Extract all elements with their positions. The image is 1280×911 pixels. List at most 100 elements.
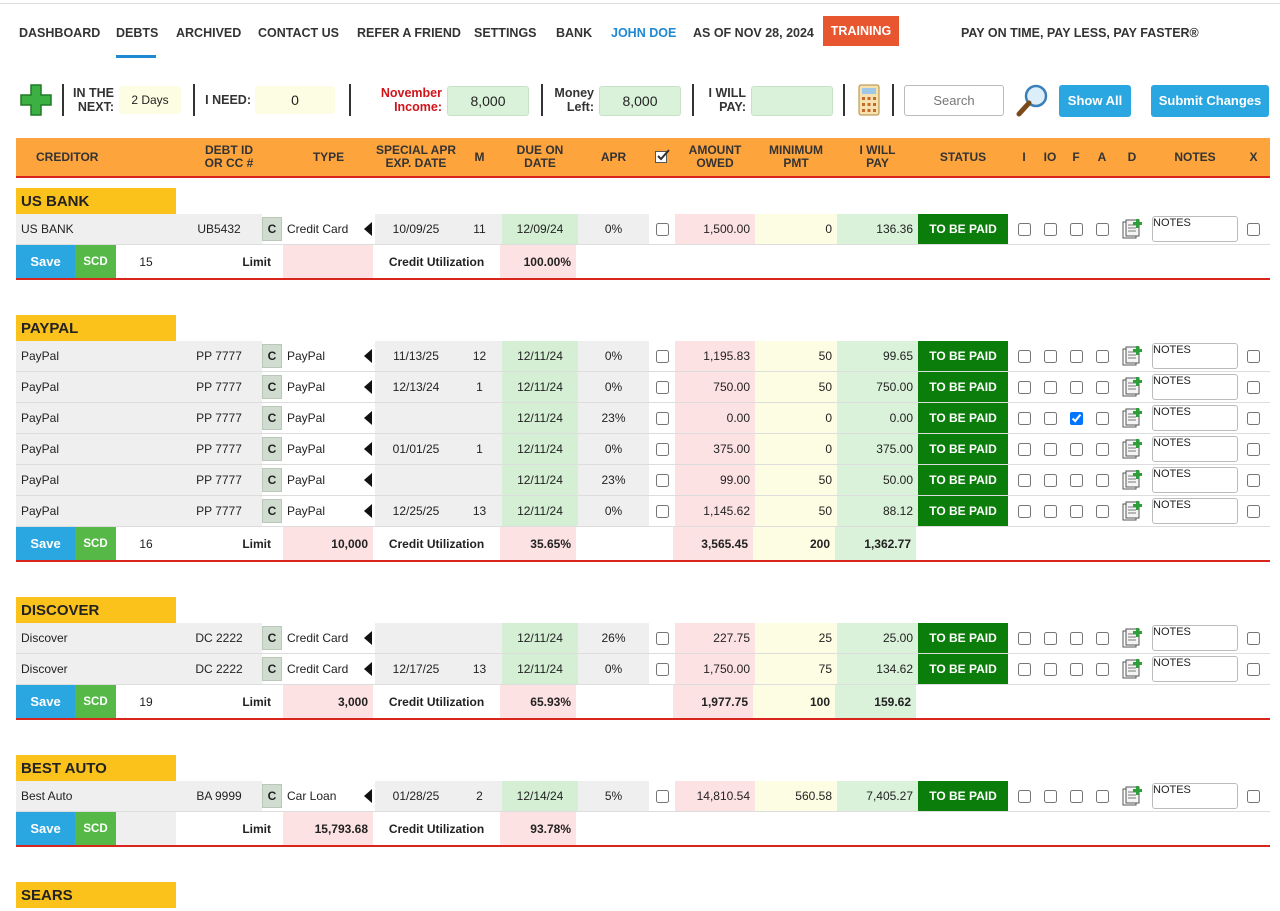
- checkbox[interactable]: [1043, 473, 1057, 487]
- save-button[interactable]: Save: [16, 812, 75, 845]
- checkbox[interactable]: [1247, 473, 1260, 487]
- period-select[interactable]: 2 Days: [119, 86, 181, 114]
- checkbox[interactable]: [1043, 631, 1057, 645]
- nav-item[interactable]: BANK: [556, 26, 593, 40]
- arrow-icon[interactable]: [363, 442, 373, 456]
- search-input[interactable]: Search: [904, 85, 1004, 116]
- notes-button[interactable]: NOTES: [1152, 783, 1238, 809]
- checkbox[interactable]: [655, 789, 669, 803]
- c-button[interactable]: C: [262, 344, 282, 368]
- nav-item[interactable]: DASHBOARD: [19, 26, 101, 40]
- checkbox[interactable]: [655, 504, 669, 518]
- checkbox[interactable]: [655, 222, 669, 236]
- c-button[interactable]: C: [262, 375, 282, 399]
- add-doc-icon[interactable]: [1121, 407, 1143, 429]
- checkbox[interactable]: [1069, 442, 1083, 456]
- c-button[interactable]: C: [262, 406, 282, 430]
- checkbox[interactable]: [1095, 662, 1109, 676]
- notes-button[interactable]: NOTES: [1152, 625, 1238, 651]
- add-doc-icon[interactable]: [1121, 345, 1143, 367]
- notes-button[interactable]: NOTES: [1152, 498, 1238, 524]
- checkbox[interactable]: [1017, 442, 1031, 456]
- checkbox[interactable]: [1043, 380, 1057, 394]
- c-button[interactable]: C: [262, 657, 282, 681]
- scd-button[interactable]: SCD: [75, 245, 116, 278]
- notes-button[interactable]: NOTES: [1152, 216, 1238, 242]
- add-doc-icon[interactable]: [1121, 218, 1143, 240]
- add-doc-icon[interactable]: [1121, 376, 1143, 398]
- nav-item[interactable]: JOHN DOE: [611, 26, 677, 40]
- checkbox[interactable]: [1043, 222, 1057, 236]
- checkbox[interactable]: [1069, 411, 1083, 425]
- checkbox[interactable]: [1043, 662, 1057, 676]
- checkbox[interactable]: [1095, 442, 1109, 456]
- scd-button[interactable]: SCD: [75, 527, 116, 560]
- checkbox[interactable]: [1095, 380, 1109, 394]
- c-button[interactable]: C: [262, 499, 282, 523]
- checkbox[interactable]: [1069, 504, 1083, 518]
- c-button[interactable]: C: [262, 437, 282, 461]
- save-button[interactable]: Save: [16, 245, 75, 278]
- save-button[interactable]: Save: [16, 527, 75, 560]
- add-doc-icon[interactable]: [1121, 469, 1143, 491]
- c-button[interactable]: C: [262, 784, 282, 808]
- submit-button[interactable]: Submit Changes: [1151, 85, 1269, 117]
- notes-button[interactable]: NOTES: [1152, 405, 1238, 431]
- checkbox[interactable]: [655, 442, 669, 456]
- checkbox[interactable]: [1247, 504, 1260, 518]
- nav-item[interactable]: REFER A FRIEND: [357, 26, 461, 40]
- arrow-icon[interactable]: [363, 662, 373, 676]
- checkbox[interactable]: [1095, 349, 1109, 363]
- notes-button[interactable]: NOTES: [1152, 436, 1238, 462]
- arrow-icon[interactable]: [363, 789, 373, 803]
- income-input[interactable]: 8,000: [447, 86, 529, 116]
- checkbox[interactable]: [1069, 349, 1083, 363]
- checkbox[interactable]: [1247, 662, 1260, 676]
- checkbox[interactable]: [1069, 789, 1083, 803]
- scd-button[interactable]: SCD: [75, 685, 116, 718]
- checkbox[interactable]: [1069, 662, 1083, 676]
- show-all-button[interactable]: Show All: [1059, 85, 1131, 117]
- arrow-icon[interactable]: [363, 222, 373, 236]
- checkbox[interactable]: [1095, 789, 1109, 803]
- add-doc-icon[interactable]: [1121, 658, 1143, 680]
- checkbox[interactable]: [655, 631, 669, 645]
- checkbox[interactable]: [1043, 349, 1057, 363]
- checkbox[interactable]: [1043, 504, 1057, 518]
- checkbox[interactable]: [1095, 473, 1109, 487]
- checkbox[interactable]: [1095, 631, 1109, 645]
- c-button[interactable]: C: [262, 217, 282, 241]
- checkbox[interactable]: [1017, 473, 1031, 487]
- c-button[interactable]: C: [262, 468, 282, 492]
- checkbox[interactable]: [655, 662, 669, 676]
- checkbox[interactable]: [655, 411, 669, 425]
- checkbox[interactable]: [1247, 349, 1260, 363]
- scd-button[interactable]: SCD: [75, 812, 116, 845]
- checkbox[interactable]: [1043, 411, 1057, 425]
- nav-item[interactable]: SETTINGS: [474, 26, 537, 40]
- checkbox[interactable]: [1017, 222, 1031, 236]
- checkbox[interactable]: [1043, 789, 1057, 803]
- checkbox[interactable]: [1017, 349, 1031, 363]
- checkbox[interactable]: [1017, 380, 1031, 394]
- checkbox[interactable]: [1069, 473, 1083, 487]
- checkbox[interactable]: [1017, 504, 1031, 518]
- checkbox[interactable]: [1043, 442, 1057, 456]
- checkbox[interactable]: [1095, 504, 1109, 518]
- checkbox[interactable]: [1069, 631, 1083, 645]
- arrow-icon[interactable]: [363, 504, 373, 518]
- add-doc-icon[interactable]: [1121, 500, 1143, 522]
- checkbox[interactable]: [1247, 411, 1260, 425]
- checkbox[interactable]: [1095, 411, 1109, 425]
- check-all-icon[interactable]: [649, 148, 675, 167]
- notes-button[interactable]: NOTES: [1152, 467, 1238, 493]
- checkbox[interactable]: [1247, 631, 1260, 645]
- notes-button[interactable]: NOTES: [1152, 656, 1238, 682]
- search-icon[interactable]: [1016, 84, 1049, 117]
- add-doc-icon[interactable]: [1121, 785, 1143, 807]
- add-icon[interactable]: [20, 84, 52, 116]
- c-button[interactable]: C: [262, 626, 282, 650]
- notes-button[interactable]: NOTES: [1152, 374, 1238, 400]
- nav-item[interactable]: DEBTS: [116, 26, 159, 40]
- checkbox[interactable]: [1017, 411, 1031, 425]
